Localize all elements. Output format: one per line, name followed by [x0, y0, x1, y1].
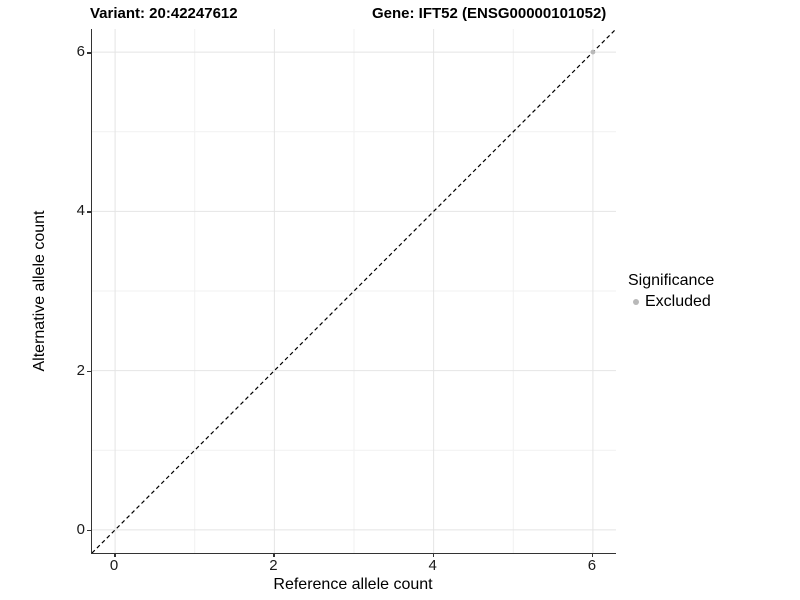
- x-axis-title: Reference allele count: [273, 576, 433, 593]
- y-axis-title: Alternative allele count: [31, 210, 48, 372]
- x-tick-mark: [114, 553, 116, 557]
- x-tick-mark: [591, 553, 594, 557]
- title-variant: Variant: 20:42247612: [90, 5, 238, 22]
- plot-canvas: [92, 29, 616, 553]
- legend-label: Excluded: [645, 293, 711, 310]
- x-tick-label: 4: [428, 557, 437, 574]
- y-tick-label: 4: [76, 202, 85, 220]
- x-tick-mark: [432, 553, 435, 557]
- y-tick-mark: [87, 52, 91, 54]
- x-tick-label: 0: [109, 557, 119, 574]
- identity-line: [92, 29, 616, 553]
- legend-items: Excluded: [628, 293, 714, 311]
- x-tick-label: 2: [269, 557, 278, 574]
- y-tick-label: 0: [76, 520, 85, 538]
- y-tick-mark: [87, 529, 91, 532]
- data-point: [590, 49, 596, 55]
- x-tick-label: 6: [587, 557, 597, 574]
- title-gene: Gene: IFT52 (ENSG00000101052): [372, 5, 607, 22]
- legend-point-icon: [633, 299, 639, 305]
- y-tick-label: 6: [76, 43, 85, 61]
- plot-panel: [91, 29, 616, 554]
- y-tick-mark: [87, 211, 91, 213]
- legend-title: Significance: [628, 272, 715, 289]
- legend-item: Excluded: [633, 293, 714, 311]
- y-tick-label: 2: [76, 361, 85, 379]
- x-tick-mark: [273, 553, 275, 557]
- y-tick-mark: [87, 370, 91, 373]
- legend: Significance Excluded: [628, 271, 714, 311]
